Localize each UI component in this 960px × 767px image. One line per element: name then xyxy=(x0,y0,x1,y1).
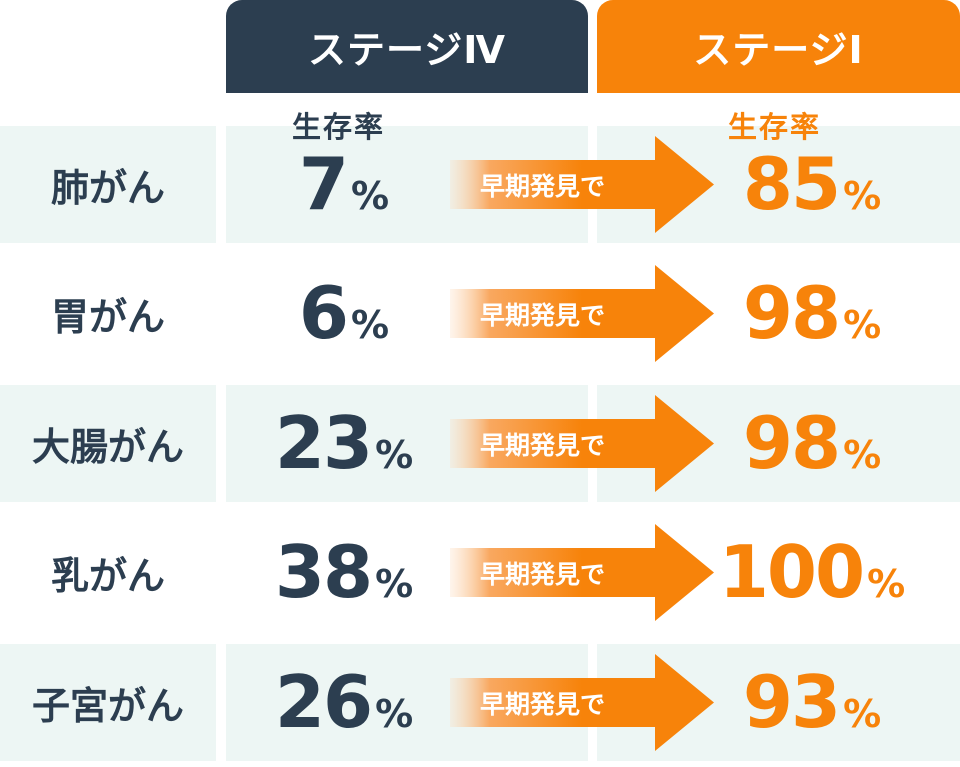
table-row: 大腸がん 23% 早期発見で 98% xyxy=(0,385,960,502)
early-detection-arrow xyxy=(450,654,714,751)
stage4-survival-value: 6% xyxy=(244,273,444,373)
percent-unit: % xyxy=(375,562,414,606)
stage1-survival-number: 98 xyxy=(742,271,841,355)
stage4-survival-number: 6 xyxy=(298,271,349,355)
stage1-survival-number: 100 xyxy=(718,530,865,614)
arrow-label: 早期発見で xyxy=(480,300,606,330)
stage4-survival-number: 38 xyxy=(274,530,373,614)
stage1-survival-number: 98 xyxy=(742,401,841,485)
stage4-survival-value: 7% xyxy=(244,144,444,244)
survival-label-stage4: 生存率 xyxy=(292,110,386,144)
arrow-label: 早期発見で xyxy=(480,689,606,719)
header-stage1: ステージⅠ xyxy=(597,0,960,93)
cancer-type-label: 大腸がん xyxy=(31,425,184,469)
arrow-shape xyxy=(450,265,714,362)
stage1-survival-number: 85 xyxy=(742,142,841,226)
early-detection-arrow xyxy=(450,136,714,233)
header-stage4: ステージⅣ xyxy=(226,0,588,93)
stage4-survival-number: 23 xyxy=(274,401,373,485)
table-row: 乳がん 38% 早期発見で 100% xyxy=(0,514,960,631)
cancer-type-label: 子宮がん xyxy=(31,684,184,728)
survival-label-stage1: 生存率 xyxy=(728,110,822,144)
cell-background xyxy=(0,644,216,761)
arrow-shape xyxy=(450,654,714,751)
stage1-survival-value: 100% xyxy=(712,532,912,632)
stage1-survival-value: 85% xyxy=(712,144,912,244)
stage4-survival-number: 26 xyxy=(274,660,373,744)
arrow-label: 早期発見で xyxy=(480,559,606,589)
arrow-shape xyxy=(450,395,714,492)
arrow-label: 早期発見で xyxy=(480,171,606,201)
cell-background xyxy=(0,126,216,243)
table-row: 肺がん 7% 早期発見で 85% xyxy=(0,126,960,243)
early-detection-arrow xyxy=(450,395,714,492)
cell-background xyxy=(0,385,216,502)
percent-unit: % xyxy=(843,303,882,347)
cancer-type-label: 肺がん xyxy=(50,166,165,210)
percent-unit: % xyxy=(867,562,906,606)
early-detection-arrow xyxy=(450,265,714,362)
percent-unit: % xyxy=(843,433,882,477)
percent-unit: % xyxy=(843,692,882,736)
early-detection-arrow xyxy=(450,524,714,621)
cancer-type-label: 乳がん xyxy=(50,554,165,598)
stage1-survival-number: 93 xyxy=(742,660,841,744)
table-row: 胃がん 6% 早期発見で 98% xyxy=(0,255,960,372)
percent-unit: % xyxy=(375,692,414,736)
arrow-label: 早期発見で xyxy=(480,430,606,460)
stage4-survival-number: 7 xyxy=(298,142,349,226)
table-row: 子宮がん 26% 早期発見で 93% xyxy=(0,644,960,761)
percent-unit: % xyxy=(351,303,390,347)
stage1-survival-value: 98% xyxy=(712,273,912,373)
stage4-survival-value: 26% xyxy=(244,662,444,762)
percent-unit: % xyxy=(375,433,414,477)
arrow-shape xyxy=(450,136,714,233)
stage1-survival-value: 93% xyxy=(712,662,912,762)
stage4-survival-value: 23% xyxy=(244,403,444,503)
stage4-survival-value: 38% xyxy=(244,532,444,632)
cancer-type-label: 胃がん xyxy=(50,295,165,339)
percent-unit: % xyxy=(351,174,390,218)
stage1-survival-value: 98% xyxy=(712,403,912,503)
percent-unit: % xyxy=(843,174,882,218)
arrow-shape xyxy=(450,524,714,621)
